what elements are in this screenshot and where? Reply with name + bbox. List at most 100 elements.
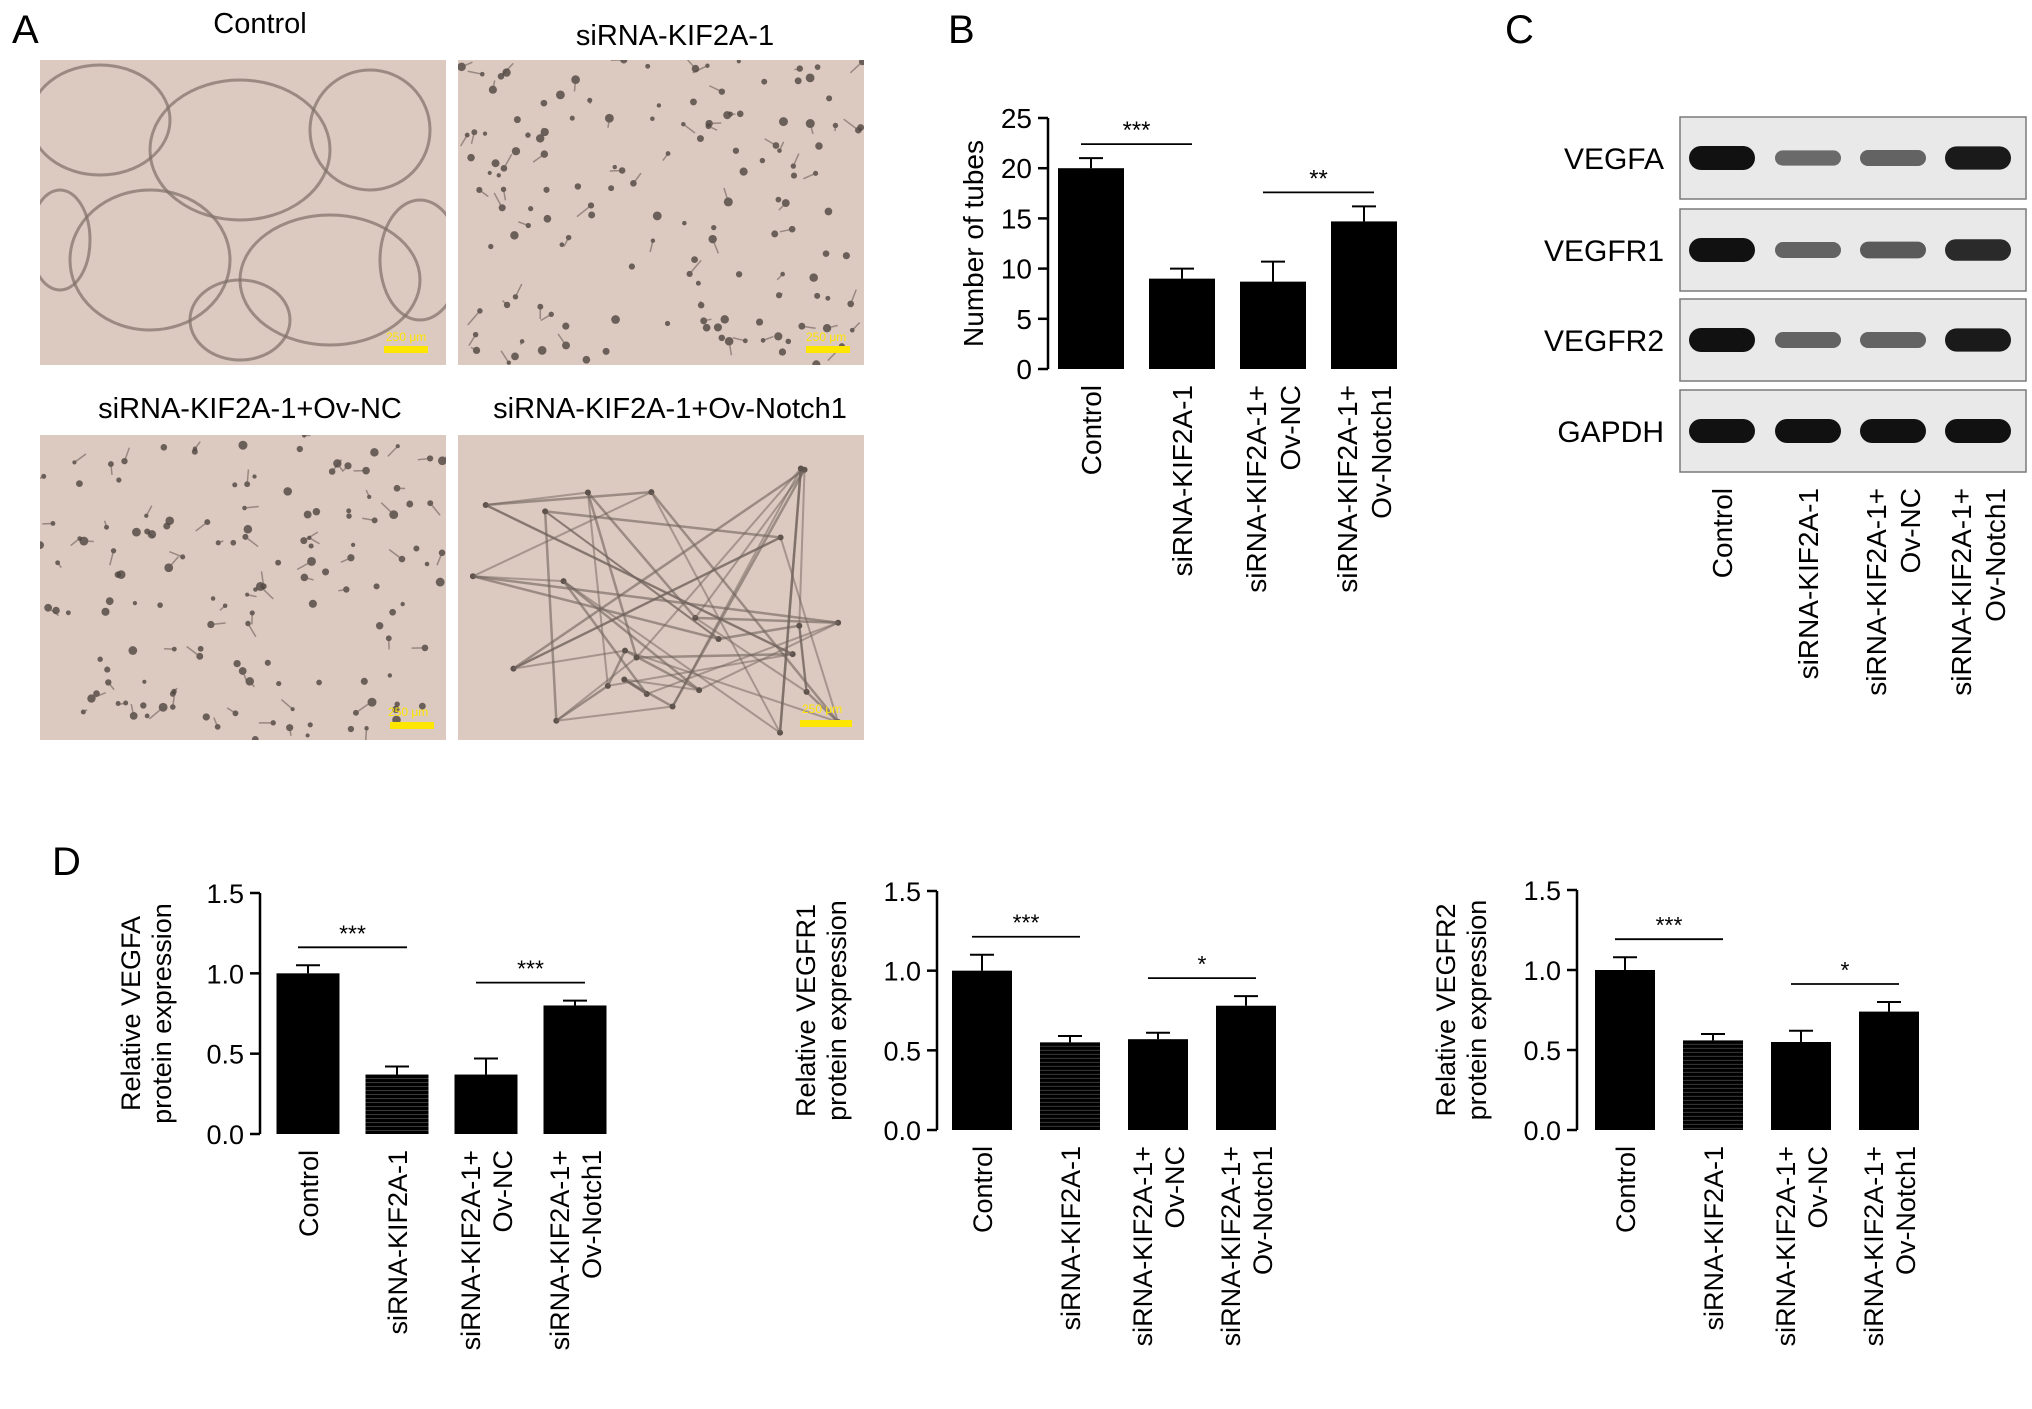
blot-strip — [1679, 389, 2027, 473]
cell-strand — [764, 138, 777, 147]
cell-strand — [485, 491, 589, 506]
cell-body — [346, 513, 352, 519]
category-label: Ov-Notch1 — [1891, 1146, 1921, 1275]
cell-strand — [762, 335, 774, 342]
blot-band — [1775, 419, 1841, 443]
cell-body — [467, 153, 475, 162]
cell-strand — [686, 60, 697, 70]
cell-body — [565, 234, 572, 241]
blot-row-label: VEGFR1 — [1544, 235, 1664, 268]
category-label: Control — [1076, 385, 1107, 475]
cell-strand — [576, 204, 592, 218]
micrograph-sirna-ovnotch1 — [458, 435, 864, 740]
cell-body — [790, 172, 798, 179]
y-tick-label: 5 — [1016, 304, 1032, 335]
cell-body — [347, 725, 355, 733]
cell-body — [664, 320, 671, 327]
cell-body — [283, 487, 292, 496]
cell-body — [621, 676, 628, 683]
scalebar-label-sirna: 250 μm — [806, 330, 847, 344]
cell-strand — [388, 548, 403, 560]
cell-strand — [340, 557, 352, 563]
y-axis-label: Relative VEGFA — [116, 916, 146, 1111]
cell-strand — [436, 552, 443, 566]
cell-body — [375, 622, 384, 630]
y-axis-label: protein expression — [1462, 900, 1492, 1121]
blot-band — [1945, 146, 2011, 170]
cell-strand — [226, 707, 236, 714]
cell-body — [210, 596, 216, 601]
blot-band — [1689, 419, 1755, 443]
cell-body — [496, 173, 501, 178]
cell-strand — [843, 118, 859, 131]
cell-body — [144, 713, 150, 719]
blot-band — [1860, 332, 1926, 348]
cell-body — [101, 607, 110, 616]
blot-band — [1860, 150, 1926, 166]
cell-strand — [338, 588, 347, 592]
cell-strand — [380, 502, 395, 516]
category-label: Ov-NC — [1803, 1146, 1833, 1229]
scalebar-label-sirna-ovnc: 250 μm — [388, 705, 429, 719]
cell-strand — [671, 468, 802, 708]
cell-body — [809, 273, 818, 282]
cell-strand — [573, 79, 577, 92]
cell-body — [574, 183, 582, 190]
cell-strand — [635, 467, 802, 659]
cell-body — [116, 570, 126, 579]
category-label: Ov-Notch1 — [1366, 385, 1397, 519]
cell-body — [513, 116, 521, 124]
cell-body — [52, 606, 60, 615]
cell-body — [582, 355, 591, 364]
cell-body — [842, 252, 850, 260]
cell-body — [296, 445, 303, 453]
cell-body — [732, 147, 740, 154]
y-axis-label: protein expression — [822, 900, 852, 1121]
cell-body — [300, 537, 308, 545]
cell-strand — [502, 189, 507, 201]
cell-body — [249, 610, 255, 616]
category-label: Ov-Notch1 — [1248, 1146, 1278, 1275]
cell-body — [525, 132, 531, 138]
blot-strip — [1679, 298, 2027, 382]
blot-band — [1775, 332, 1841, 348]
y-tick-label: 1.0 — [1523, 956, 1561, 986]
blot-band — [1860, 241, 1926, 259]
category-label: Control — [294, 1150, 324, 1237]
cell-strand — [801, 325, 816, 329]
cell-strand — [849, 61, 863, 74]
blot-column-label: siRNA-KIF2A-1+ — [1946, 488, 1977, 696]
cell-body — [350, 542, 356, 548]
cell-strand — [698, 621, 839, 691]
cell-body — [696, 135, 704, 143]
cell-strand — [708, 85, 723, 93]
cell-strand — [689, 259, 702, 275]
cell-body — [238, 667, 247, 675]
cell-body — [825, 295, 831, 301]
cell-strand — [646, 621, 839, 695]
cell-strand — [110, 464, 113, 476]
cell-strand — [798, 469, 806, 626]
cell-body — [479, 71, 485, 77]
cell-strand — [336, 463, 344, 472]
bar — [365, 1074, 429, 1134]
cell-body — [393, 484, 401, 492]
cell-strand — [501, 300, 508, 306]
blot-band — [1945, 239, 2011, 261]
y-tick-label: 1.5 — [206, 879, 244, 909]
cell-body — [602, 347, 610, 355]
category-label: Ov-NC — [488, 1150, 518, 1233]
cell-body — [832, 122, 839, 129]
cell-strand — [70, 537, 81, 547]
cell-strand — [699, 301, 702, 306]
cell-body — [105, 597, 114, 606]
panel-label-a: A — [12, 8, 39, 52]
cell-body — [812, 360, 821, 365]
tube-loop — [68, 188, 232, 332]
cell-body — [132, 527, 141, 537]
tube-loop — [308, 68, 432, 192]
panel-label-c: C — [1505, 8, 1534, 52]
cell-body — [794, 77, 802, 85]
cell-body — [774, 332, 783, 341]
cell-body — [364, 726, 369, 731]
